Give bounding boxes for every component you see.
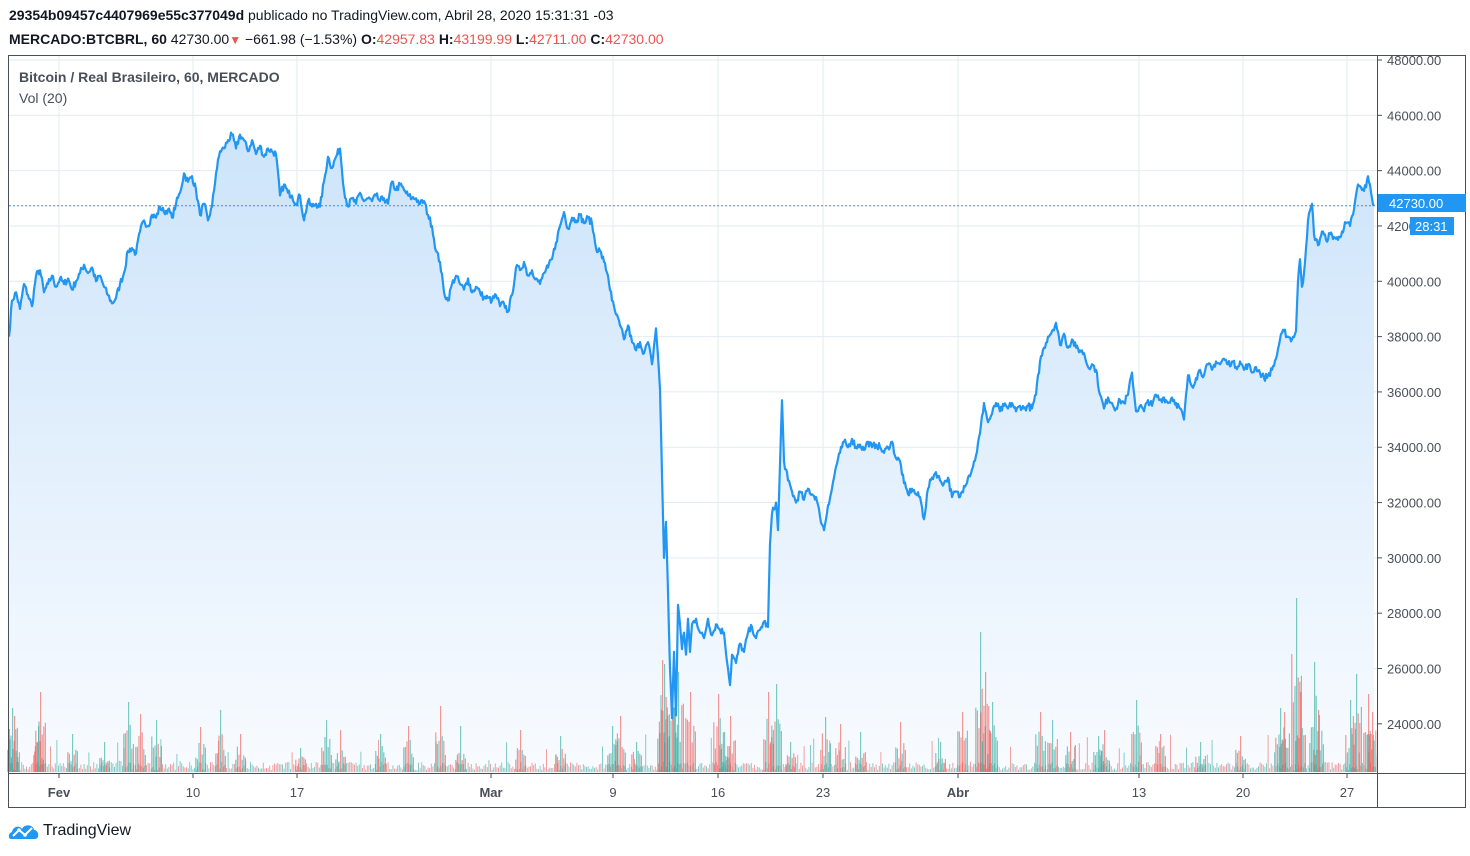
series-title: Bitcoin / Real Brasileiro, 60, MERCADO bbox=[19, 69, 280, 85]
brand-name: TradingView bbox=[43, 822, 132, 839]
price-area-fill bbox=[9, 132, 1374, 774]
tradingview-cloud-icon bbox=[8, 825, 39, 839]
tradingview-brand[interactable]: TradingView bbox=[8, 822, 131, 840]
volume-bars bbox=[7, 598, 1378, 772]
price-tick-label: 28000.00 bbox=[1387, 606, 1441, 621]
price-line bbox=[7, 131, 1375, 720]
countdown-label: 28:31 bbox=[1410, 217, 1454, 235]
time-tick-label: 9 bbox=[609, 785, 616, 800]
price-tick-label: 38000.00 bbox=[1387, 330, 1441, 345]
publication-header: 29354b09457c4407969e55c377049d publicado… bbox=[9, 6, 614, 24]
low-label: L: bbox=[515, 31, 530, 47]
last-price: 42730.00 bbox=[170, 31, 230, 47]
svg-text:28:31: 28:31 bbox=[1415, 219, 1448, 234]
open-label: O: bbox=[360, 31, 377, 47]
time-tick-label: 27 bbox=[1340, 785, 1354, 800]
symbol-ohlc-header: MERCADO:BTCBRL, 60 42730.00▼ −661.98 (−1… bbox=[9, 30, 664, 49]
time-tick-label: Mar bbox=[479, 785, 502, 800]
time-tick-label: 10 bbox=[186, 785, 200, 800]
chart-border bbox=[8, 55, 1466, 808]
time-axis[interactable]: Fev 10 17 Mar 9 16 23 Abr 13 20 27 bbox=[48, 773, 1354, 800]
time-tick-label: Fev bbox=[48, 785, 71, 800]
open-value: 42957.83 bbox=[376, 31, 435, 47]
volume-indicator-label[interactable]: Vol (20) bbox=[19, 90, 68, 106]
price-tick-label: 32000.00 bbox=[1387, 496, 1441, 511]
chart-id: 29354b09457c4407969e55c377049d bbox=[9, 7, 245, 23]
down-triangle-icon: ▼ bbox=[229, 33, 242, 47]
price-tick-label: 24000.00 bbox=[1387, 717, 1441, 732]
time-tick-label: 16 bbox=[711, 785, 725, 800]
price-tick-label: 26000.00 bbox=[1387, 662, 1441, 677]
price-tick-label: 36000.00 bbox=[1387, 385, 1441, 400]
price-change: −661.98 (−1.53%) bbox=[244, 31, 358, 47]
chart-legend: Bitcoin / Real Brasileiro, 60, MERCADO V… bbox=[19, 67, 280, 109]
price-tick-label: 48000.00 bbox=[1387, 53, 1441, 68]
close-label: C: bbox=[590, 31, 606, 47]
close-value: 42730.00 bbox=[605, 31, 664, 47]
last-price-label: 42730.00 bbox=[1378, 194, 1466, 212]
high-value: 43199.99 bbox=[453, 31, 512, 47]
price-tick-label: 40000.00 bbox=[1387, 274, 1441, 289]
price-tick-label: 30000.00 bbox=[1387, 551, 1441, 566]
time-tick-label: 20 bbox=[1236, 785, 1250, 800]
price-tick-label: 46000.00 bbox=[1387, 108, 1441, 123]
time-tick-label: 17 bbox=[290, 785, 304, 800]
time-tick-label: 23 bbox=[816, 785, 830, 800]
svg-text:42730.00: 42730.00 bbox=[1389, 196, 1443, 211]
price-tick-label: 44000.00 bbox=[1387, 164, 1441, 179]
symbol-interval: MERCADO:BTCBRL, 60 bbox=[9, 31, 167, 47]
time-tick-label: 13 bbox=[1132, 785, 1146, 800]
price-axis[interactable]: 48000.0046000.0044000.0042000.0040000.00… bbox=[1377, 53, 1441, 732]
price-tick-label: 34000.00 bbox=[1387, 440, 1441, 455]
high-label: H: bbox=[438, 31, 454, 47]
low-value: 42711.00 bbox=[529, 31, 587, 47]
time-tick-label: Abr bbox=[947, 785, 969, 800]
publication-info: publicado no TradingView.com, Abril 28, … bbox=[244, 7, 614, 23]
